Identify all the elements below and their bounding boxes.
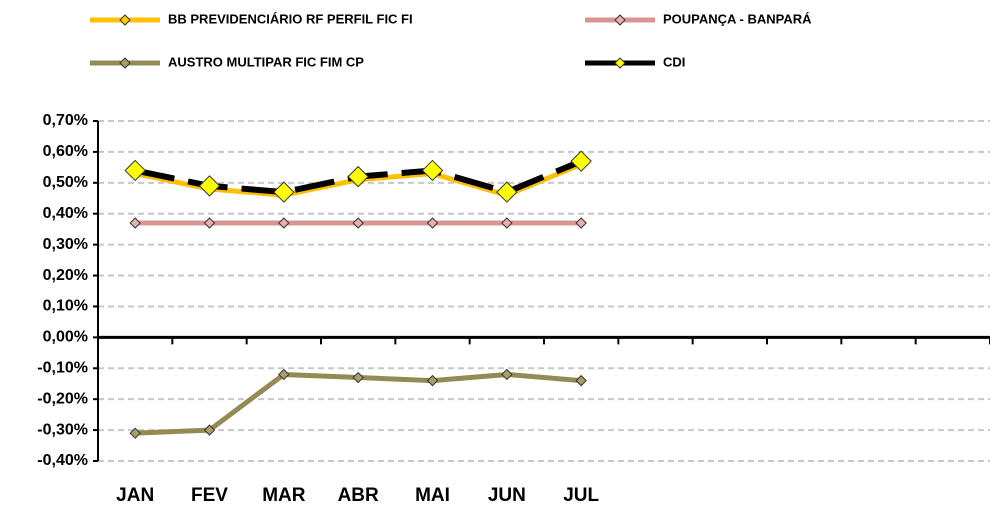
data-point [570, 150, 592, 172]
y-tick-label: 0,30% [43, 236, 88, 253]
x-tick-label: JUL [563, 485, 599, 506]
y-tick-label: 0,70% [43, 112, 88, 129]
y-tick-label: 0,00% [43, 329, 88, 346]
y-tick-label: 0,20% [43, 267, 88, 284]
data-point [352, 217, 364, 229]
data-point [426, 217, 439, 229]
y-tick-label: -0,40% [37, 452, 88, 469]
legend-marker [119, 14, 131, 26]
y-tick-label: 0,50% [43, 174, 88, 191]
data-point [198, 175, 221, 197]
data-point [203, 424, 216, 436]
legend-marker [614, 14, 626, 26]
legend-label: CDI [663, 54, 685, 69]
data-point [278, 217, 290, 229]
y-tick-label: -0,30% [37, 421, 88, 438]
data-point [124, 159, 146, 182]
x-tick-label: FEV [191, 485, 228, 506]
data-point [278, 368, 290, 381]
y-tick-label: 0,40% [43, 205, 88, 222]
legend-marker [119, 57, 131, 69]
y-tick-label: -0,10% [37, 359, 88, 376]
data-point [352, 371, 364, 384]
x-tick-label: ABR [338, 485, 379, 506]
series-line [135, 371, 582, 436]
y-tick-label: 0,10% [43, 298, 88, 315]
legend-marker [614, 57, 626, 69]
y-tick-label: -0,20% [37, 390, 88, 407]
x-tick-label: MAR [262, 485, 306, 506]
data-point [501, 368, 513, 381]
legend-label: AUSTRO MULTIPAR FIC FIM CP [168, 54, 364, 69]
data-point [203, 217, 216, 229]
legend-label: POUPANÇA - BANPARÁ [663, 11, 812, 26]
data-point [496, 181, 518, 203]
x-tick-label: MAI [415, 485, 450, 506]
data-point [575, 217, 587, 229]
data-point [273, 181, 295, 203]
x-tick-label: JAN [116, 485, 154, 506]
data-point [129, 427, 141, 439]
legend-label: BB PREVIDENCIÁRIO RF PERFIL FIC FI [168, 11, 413, 26]
data-point [129, 217, 141, 229]
data-point [421, 159, 444, 182]
data-point [347, 165, 369, 188]
data-point [501, 217, 513, 229]
data-point [575, 374, 587, 387]
y-tick-label: 0,60% [43, 143, 88, 160]
data-point [426, 374, 439, 387]
x-tick-label: JUN [488, 485, 526, 506]
